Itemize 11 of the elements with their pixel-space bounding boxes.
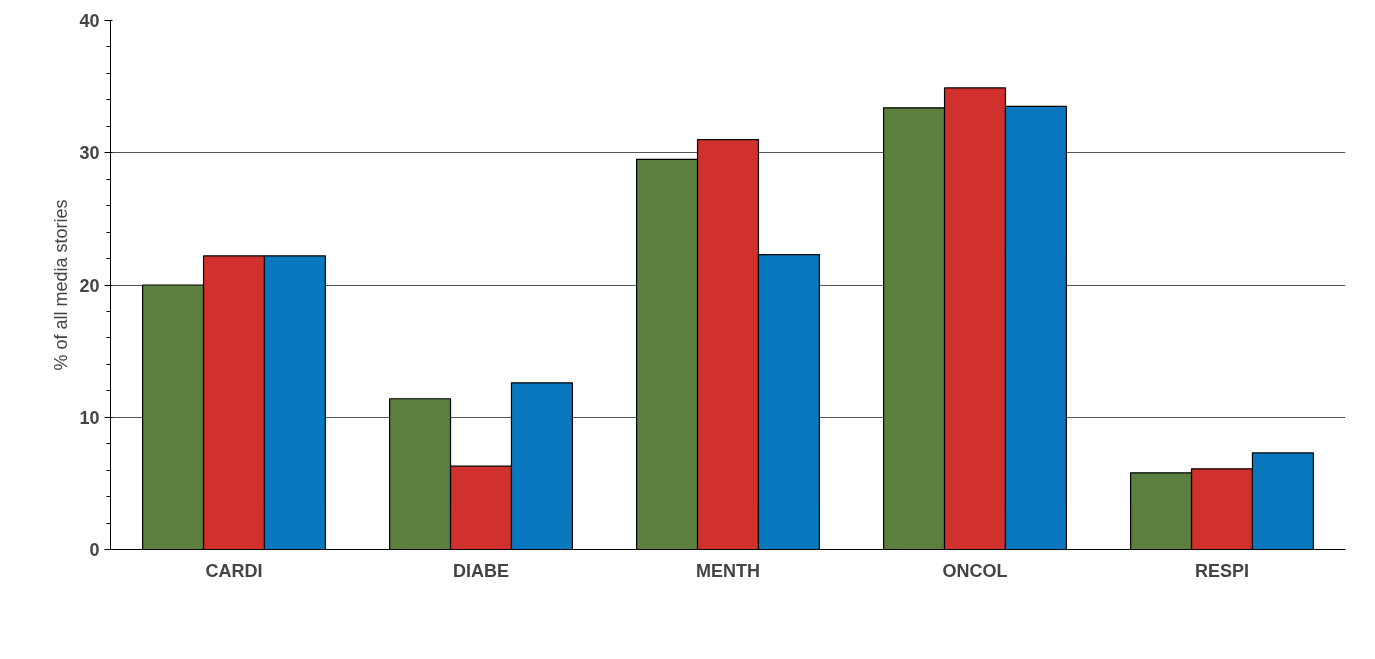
y-axis-title: % of all media stories <box>51 199 72 371</box>
x-tick-label: CARDI <box>205 560 263 581</box>
x-tick-label: MENTH <box>696 560 760 581</box>
x-tick-label: ONCOL <box>942 560 1008 581</box>
y-tick-label: 20 <box>79 275 100 296</box>
x-tick-label: DIABE <box>453 560 510 581</box>
y-tick-label: 30 <box>79 143 100 164</box>
y-tick-label: 0 <box>89 540 100 560</box>
y-tick-label: 10 <box>79 407 100 428</box>
y-tick-label: 40 <box>79 11 100 31</box>
x-tick-label: RESPI <box>1194 560 1250 581</box>
